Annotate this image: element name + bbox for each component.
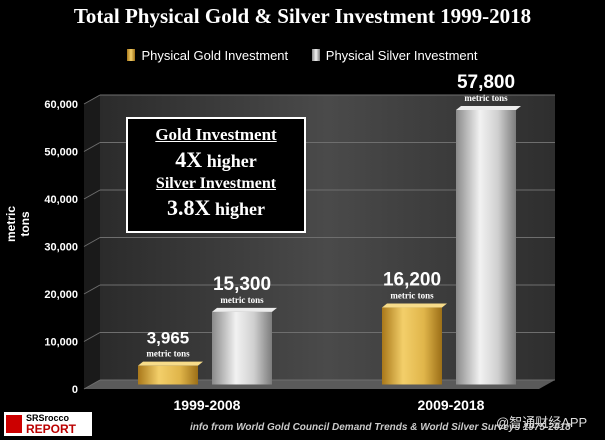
y-tick-label: 30,000 xyxy=(44,242,78,254)
source-note: info from World Gold Council Demand Tren… xyxy=(190,422,571,433)
gridline-side xyxy=(83,284,101,295)
chart-title: Total Physical Gold & Silver Investment … xyxy=(73,4,532,28)
bar-unit-label: metric tons xyxy=(390,291,434,301)
y-tick-label: 10,000 xyxy=(44,337,78,349)
watermark: @智通财经APP xyxy=(496,415,588,430)
callout-gold-value: 4X xyxy=(175,147,203,172)
callout-gold-heading: Gold Investment xyxy=(155,125,277,144)
bar-value-label: 3,965 xyxy=(147,329,190,348)
gold-bar-top-1999-2008 xyxy=(138,361,203,366)
bar-value-label: 57,800 xyxy=(457,72,515,93)
callout-silver-heading: Silver Investment xyxy=(155,175,277,192)
bar-value-label: 15,300 xyxy=(213,274,271,295)
y-axis-label: metric tons xyxy=(4,205,32,243)
bar-unit-label: metric tons xyxy=(220,295,264,305)
y-tick-label: 20,000 xyxy=(44,289,78,301)
y-tick-label: 60,000 xyxy=(44,99,78,111)
gridline-side xyxy=(83,379,101,390)
silver-bar-1999-2008 xyxy=(212,311,272,385)
x-category-label: 1999-2008 xyxy=(174,397,241,413)
legend: Physical Gold Investment Physical Silver… xyxy=(0,48,605,63)
legend-item-gold: Physical Gold Investment xyxy=(127,48,288,63)
silver-bar-2009-2018 xyxy=(456,109,516,385)
y-tick-label: 0 xyxy=(72,384,78,396)
silver-bar-top-1999-2008 xyxy=(212,307,277,312)
callout-gold-text: higher xyxy=(202,151,257,171)
gridline-side xyxy=(83,332,101,342)
gridline-side xyxy=(83,142,101,152)
gold-bar-2009-2018 xyxy=(382,307,442,385)
legend-label-gold: Physical Gold Investment xyxy=(141,48,289,63)
logo-top-text: SRSrocco xyxy=(26,413,70,423)
x-category-label: 2009-2018 xyxy=(418,397,485,413)
callout-silver-multiplier: 3.8X higher xyxy=(128,195,304,221)
legend-item-silver: Physical Silver Investment xyxy=(311,48,478,63)
logo-badge-icon xyxy=(6,415,22,433)
silver-bar-top-2009-2018 xyxy=(456,105,521,110)
bar-unit-label: metric tons xyxy=(146,349,190,359)
legend-swatch-silver xyxy=(311,49,320,61)
comparison-callout: Gold Investment 4X higher Silver Investm… xyxy=(126,117,306,233)
callout-silver-value: 3.8X xyxy=(167,195,211,220)
gridline-side xyxy=(83,189,101,200)
gold-bar-1999-2008 xyxy=(138,365,198,385)
gridline-side xyxy=(83,237,101,247)
srsrocco-logo: SRSrocco REPORT xyxy=(4,412,92,436)
legend-swatch-gold xyxy=(127,49,136,61)
legend-label-silver: Physical Silver Investment xyxy=(325,48,478,63)
gold-bar-top-2009-2018 xyxy=(382,303,447,308)
bar-unit-label: metric tons xyxy=(464,93,508,103)
bar-value-label: 16,200 xyxy=(383,270,441,291)
logo-bottom-text: REPORT xyxy=(26,422,77,436)
callout-gold-multiplier: 4X higher xyxy=(128,147,304,173)
gridline-side xyxy=(83,94,101,105)
y-tick-label: 50,000 xyxy=(44,147,78,159)
callout-silver-text: higher xyxy=(210,199,265,219)
y-tick-label: 40,000 xyxy=(44,194,78,206)
